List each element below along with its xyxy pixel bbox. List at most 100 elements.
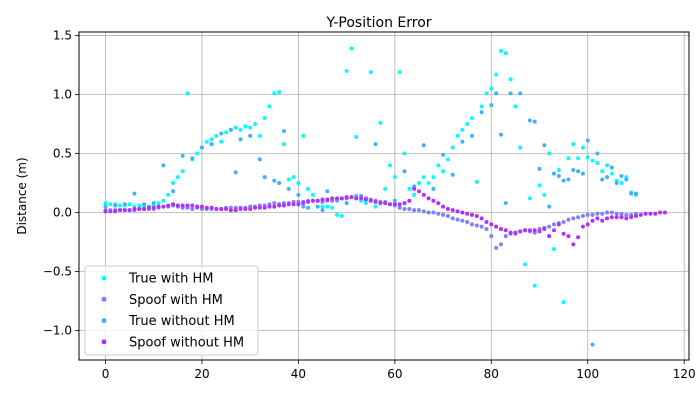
data-point-true-with-hm — [286, 177, 291, 182]
data-point-true-with-hm — [585, 155, 590, 160]
x-tick-label: 40 — [291, 367, 306, 381]
data-point-spoof-without-hm — [576, 235, 581, 240]
data-point-spoof-with-hm — [470, 222, 475, 227]
data-point-spoof-without-hm — [580, 224, 585, 229]
data-point-true-without-hm — [547, 204, 552, 209]
y-tick-label: 1.0 — [53, 88, 72, 102]
data-point-spoof-with-hm — [272, 201, 277, 206]
data-point-true-with-hm — [325, 204, 330, 209]
data-point-spoof-without-hm — [117, 208, 122, 213]
data-point-spoof-with-hm — [474, 223, 479, 228]
data-point-spoof-with-hm — [590, 212, 595, 217]
data-point-true-without-hm — [609, 165, 614, 170]
data-point-true-with-hm — [204, 139, 209, 144]
legend-box — [84, 265, 259, 356]
data-point-spoof-with-hm — [580, 214, 585, 219]
data-point-spoof-without-hm — [286, 202, 291, 207]
data-point-spoof-without-hm — [388, 202, 393, 207]
data-point-true-with-hm — [561, 300, 566, 305]
legend-label-spoof-with-hm: Spoof with HM — [129, 293, 223, 308]
data-point-spoof-without-hm — [455, 209, 460, 214]
data-point-true-with-hm — [330, 205, 335, 210]
data-point-spoof-without-hm — [436, 201, 441, 206]
data-point-true-with-hm — [267, 104, 272, 109]
data-point-spoof-without-hm — [397, 202, 402, 207]
data-point-spoof-without-hm — [262, 205, 267, 210]
data-point-true-without-hm — [580, 171, 585, 176]
data-point-spoof-without-hm — [113, 209, 118, 214]
data-point-true-without-hm — [320, 208, 325, 213]
data-point-true-without-hm — [306, 205, 311, 210]
data-point-spoof-without-hm — [190, 203, 195, 208]
x-tick-label: 80 — [484, 367, 499, 381]
data-point-spoof-without-hm — [566, 234, 571, 239]
data-point-spoof-without-hm — [643, 211, 648, 216]
data-point-spoof-without-hm — [547, 234, 552, 239]
data-point-true-without-hm — [460, 139, 465, 144]
data-point-true-without-hm — [315, 204, 320, 209]
data-point-true-with-hm — [470, 116, 475, 121]
data-point-true-with-hm — [195, 151, 200, 156]
data-point-spoof-without-hm — [354, 196, 359, 201]
data-point-spoof-with-hm — [421, 209, 426, 214]
data-point-spoof-with-hm — [484, 227, 489, 232]
data-point-spoof-without-hm — [450, 208, 455, 213]
data-point-true-without-hm — [595, 151, 600, 156]
data-point-spoof-without-hm — [199, 204, 204, 209]
data-point-spoof-with-hm — [551, 222, 556, 227]
data-point-true-without-hm — [576, 169, 581, 174]
data-point-spoof-without-hm — [132, 206, 137, 211]
data-point-true-without-hm — [571, 168, 576, 173]
data-point-spoof-without-hm — [460, 210, 465, 215]
data-point-spoof-without-hm — [571, 242, 576, 247]
data-point-true-with-hm — [542, 192, 547, 197]
data-point-spoof-without-hm — [556, 222, 561, 227]
data-point-spoof-without-hm — [600, 218, 605, 223]
y-tick-label: −0.5 — [43, 265, 72, 279]
data-point-spoof-with-hm — [450, 216, 455, 221]
data-point-spoof-without-hm — [431, 198, 436, 203]
data-point-spoof-without-hm — [624, 216, 629, 221]
data-point-spoof-without-hm — [609, 215, 614, 220]
data-point-true-without-hm — [441, 152, 446, 157]
data-point-spoof-without-hm — [161, 204, 166, 209]
data-point-true-with-hm — [503, 51, 508, 56]
data-point-spoof-without-hm — [315, 198, 320, 203]
data-point-spoof-without-hm — [474, 214, 479, 219]
data-point-spoof-with-hm — [566, 217, 571, 222]
data-point-true-without-hm — [518, 91, 523, 96]
data-point-true-with-hm — [127, 202, 132, 207]
data-point-spoof-without-hm — [339, 196, 344, 201]
data-point-true-with-hm — [426, 181, 431, 186]
data-point-true-with-hm — [248, 125, 253, 130]
data-point-spoof-without-hm — [243, 206, 248, 211]
data-point-spoof-with-hm — [561, 219, 566, 224]
data-point-true-with-hm — [378, 120, 383, 125]
data-point-spoof-without-hm — [306, 199, 311, 204]
data-point-true-without-hm — [532, 119, 537, 124]
data-point-spoof-without-hm — [363, 197, 368, 202]
data-point-spoof-with-hm — [503, 234, 508, 239]
data-point-true-with-hm — [523, 262, 528, 267]
data-point-spoof-without-hm — [489, 222, 494, 227]
data-point-spoof-with-hm — [460, 218, 465, 223]
data-point-spoof-with-hm — [619, 211, 624, 216]
data-point-true-without-hm — [470, 133, 475, 138]
data-point-true-with-hm — [465, 122, 470, 127]
data-point-true-without-hm — [503, 201, 508, 206]
legend-marker-spoof-with-hm — [101, 296, 107, 302]
data-point-spoof-without-hm — [127, 208, 132, 213]
data-point-true-with-hm — [407, 186, 412, 191]
data-point-spoof-with-hm — [431, 210, 436, 215]
data-point-spoof-without-hm — [653, 211, 658, 216]
data-point-true-with-hm — [233, 125, 238, 130]
data-point-true-with-hm — [518, 145, 523, 150]
data-point-spoof-without-hm — [392, 202, 397, 207]
data-point-spoof-with-hm — [436, 211, 441, 216]
data-point-true-with-hm — [445, 157, 450, 162]
data-point-true-with-hm — [383, 186, 388, 191]
data-point-true-without-hm — [296, 192, 301, 197]
data-point-true-with-hm — [498, 48, 503, 53]
axis-ticks: 0 20 40 60 80 100 120 −1.0 −0.5 0.0 0.5 1.0 1.5 — [43, 29, 696, 381]
data-point-spoof-with-hm — [412, 208, 417, 213]
